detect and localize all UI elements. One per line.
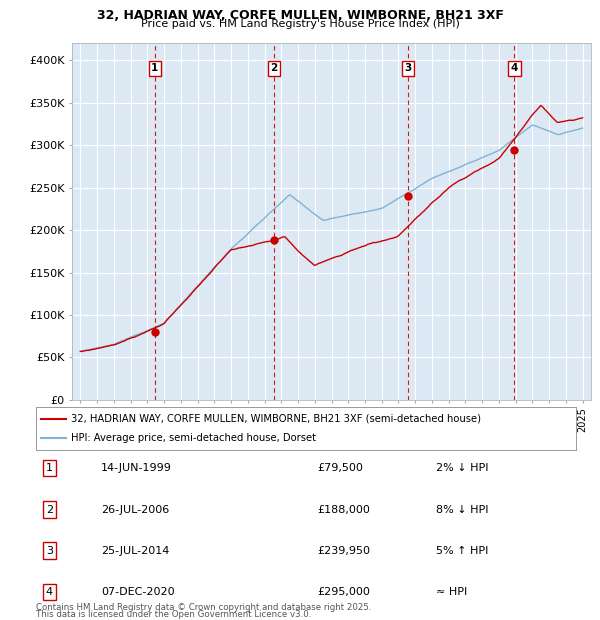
Text: Price paid vs. HM Land Registry's House Price Index (HPI): Price paid vs. HM Land Registry's House … — [140, 19, 460, 29]
Text: £79,500: £79,500 — [317, 463, 362, 473]
Text: 25-JUL-2014: 25-JUL-2014 — [101, 546, 169, 556]
Text: £295,000: £295,000 — [317, 587, 370, 597]
Text: This data is licensed under the Open Government Licence v3.0.: This data is licensed under the Open Gov… — [36, 610, 311, 619]
Text: £188,000: £188,000 — [317, 505, 370, 515]
Text: 4: 4 — [511, 63, 518, 73]
Text: £239,950: £239,950 — [317, 546, 370, 556]
Text: 8% ↓ HPI: 8% ↓ HPI — [436, 505, 488, 515]
Text: 3: 3 — [404, 63, 412, 73]
Text: 14-JUN-1999: 14-JUN-1999 — [101, 463, 172, 473]
Text: 1: 1 — [151, 63, 158, 73]
Text: 4: 4 — [46, 587, 53, 597]
Text: 2% ↓ HPI: 2% ↓ HPI — [436, 463, 488, 473]
Text: 07-DEC-2020: 07-DEC-2020 — [101, 587, 175, 597]
Text: HPI: Average price, semi-detached house, Dorset: HPI: Average price, semi-detached house,… — [71, 433, 316, 443]
Text: 32, HADRIAN WAY, CORFE MULLEN, WIMBORNE, BH21 3XF (semi-detached house): 32, HADRIAN WAY, CORFE MULLEN, WIMBORNE,… — [71, 414, 481, 423]
Text: 1: 1 — [46, 463, 53, 473]
Text: 3: 3 — [46, 546, 53, 556]
Text: 26-JUL-2006: 26-JUL-2006 — [101, 505, 169, 515]
Text: 2: 2 — [271, 63, 278, 73]
Text: 32, HADRIAN WAY, CORFE MULLEN, WIMBORNE, BH21 3XF: 32, HADRIAN WAY, CORFE MULLEN, WIMBORNE,… — [97, 9, 503, 22]
Text: 2: 2 — [46, 505, 53, 515]
Text: Contains HM Land Registry data © Crown copyright and database right 2025.: Contains HM Land Registry data © Crown c… — [36, 603, 371, 612]
Text: 5% ↑ HPI: 5% ↑ HPI — [436, 546, 488, 556]
Text: ≈ HPI: ≈ HPI — [436, 587, 467, 597]
